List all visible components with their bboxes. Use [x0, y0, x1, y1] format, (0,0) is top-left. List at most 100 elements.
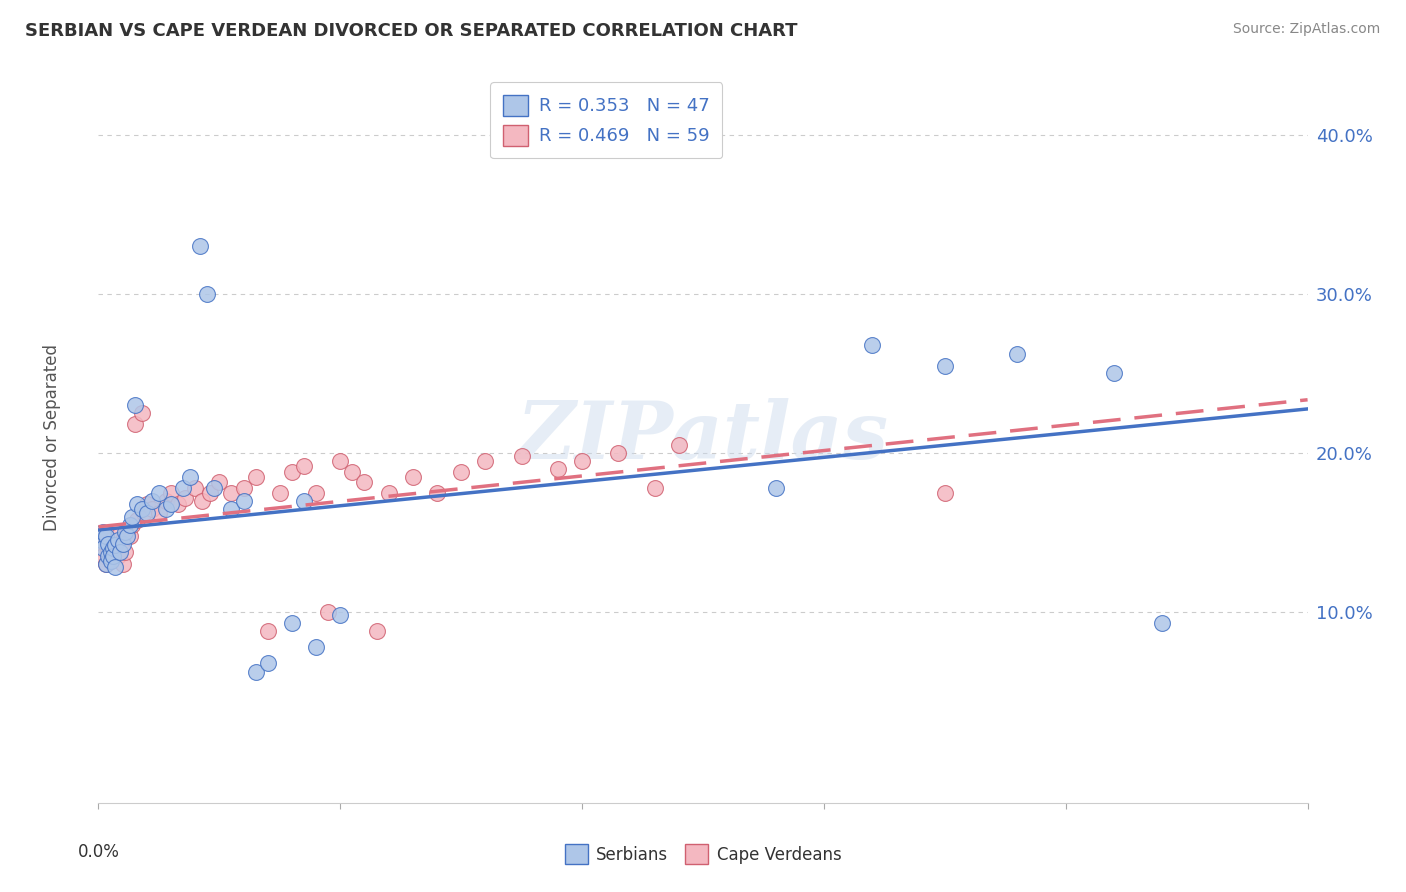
- Point: [179, 470, 201, 484]
- Point: [353, 475, 375, 489]
- Point: [377, 485, 399, 500]
- Point: [342, 465, 364, 479]
- Point: [118, 517, 141, 532]
- Point: [124, 398, 146, 412]
- Point: [160, 497, 183, 511]
- Point: [167, 497, 190, 511]
- Point: [195, 287, 218, 301]
- Point: [117, 529, 139, 543]
- Point: [860, 338, 883, 352]
- Point: [305, 485, 328, 500]
- Point: [101, 541, 124, 556]
- Point: [329, 454, 352, 468]
- Point: [90, 533, 112, 548]
- Point: [245, 470, 267, 484]
- Point: [329, 608, 352, 623]
- Point: [256, 656, 278, 670]
- Point: [510, 449, 533, 463]
- Point: [934, 485, 956, 500]
- Point: [141, 493, 163, 508]
- Point: [281, 465, 304, 479]
- Point: [765, 481, 787, 495]
- Point: [155, 501, 177, 516]
- Point: [402, 470, 425, 484]
- Point: [114, 525, 136, 540]
- Point: [426, 485, 449, 500]
- Point: [135, 497, 157, 511]
- Point: [108, 544, 131, 558]
- Point: [97, 549, 120, 564]
- Point: [111, 558, 134, 572]
- Point: [191, 493, 214, 508]
- Point: [1102, 367, 1125, 381]
- Point: [221, 501, 243, 516]
- Point: [91, 529, 114, 543]
- Point: [292, 458, 315, 473]
- Point: [90, 541, 112, 556]
- Point: [131, 501, 153, 516]
- Point: [124, 417, 146, 432]
- Point: [107, 533, 129, 548]
- Text: Source: ZipAtlas.com: Source: ZipAtlas.com: [1233, 22, 1381, 37]
- Point: [148, 485, 170, 500]
- Point: [100, 554, 122, 568]
- Point: [127, 497, 149, 511]
- Point: [91, 549, 114, 564]
- Point: [104, 560, 127, 574]
- Point: [141, 501, 163, 516]
- Point: [121, 517, 143, 532]
- Point: [232, 493, 254, 508]
- Point: [131, 406, 153, 420]
- Legend: Serbians, Cape Verdeans: Serbians, Cape Verdeans: [558, 838, 848, 871]
- Point: [101, 549, 124, 564]
- Point: [221, 485, 243, 500]
- Text: ZIPatlas: ZIPatlas: [517, 399, 889, 475]
- Point: [111, 536, 134, 550]
- Point: [94, 558, 117, 572]
- Point: [104, 536, 127, 550]
- Point: [107, 549, 129, 564]
- Point: [172, 481, 194, 495]
- Point: [118, 529, 141, 543]
- Text: SERBIAN VS CAPE VERDEAN DIVORCED OR SEPARATED CORRELATION CHART: SERBIAN VS CAPE VERDEAN DIVORCED OR SEPA…: [25, 22, 797, 40]
- Legend: R = 0.353   N = 47, R = 0.469   N = 59: R = 0.353 N = 47, R = 0.469 N = 59: [491, 82, 723, 159]
- Point: [208, 475, 231, 489]
- Point: [174, 491, 197, 505]
- Point: [117, 525, 139, 540]
- Point: [198, 485, 221, 500]
- Point: [668, 438, 690, 452]
- Point: [114, 544, 136, 558]
- Point: [107, 529, 129, 543]
- Point: [1152, 616, 1174, 631]
- Point: [644, 481, 666, 495]
- Point: [316, 605, 339, 619]
- Point: [100, 533, 122, 548]
- Point: [269, 485, 291, 500]
- Point: [135, 507, 157, 521]
- Point: [155, 493, 177, 508]
- Point: [204, 481, 226, 495]
- Point: [184, 481, 207, 495]
- Point: [934, 359, 956, 373]
- Point: [94, 558, 117, 572]
- Point: [97, 544, 120, 558]
- Point: [292, 493, 315, 508]
- Point: [101, 544, 124, 558]
- Point: [474, 454, 496, 468]
- Point: [232, 481, 254, 495]
- Point: [547, 462, 569, 476]
- Point: [160, 485, 183, 500]
- Point: [108, 538, 131, 552]
- Point: [148, 507, 170, 521]
- Point: [94, 536, 117, 550]
- Point: [134, 507, 156, 521]
- Point: [450, 465, 472, 479]
- Point: [245, 665, 267, 680]
- Point: [256, 624, 278, 638]
- Point: [97, 536, 120, 550]
- Point: [1007, 347, 1029, 361]
- Point: [91, 525, 114, 540]
- Point: [607, 446, 630, 460]
- Point: [571, 454, 593, 468]
- Point: [100, 544, 122, 558]
